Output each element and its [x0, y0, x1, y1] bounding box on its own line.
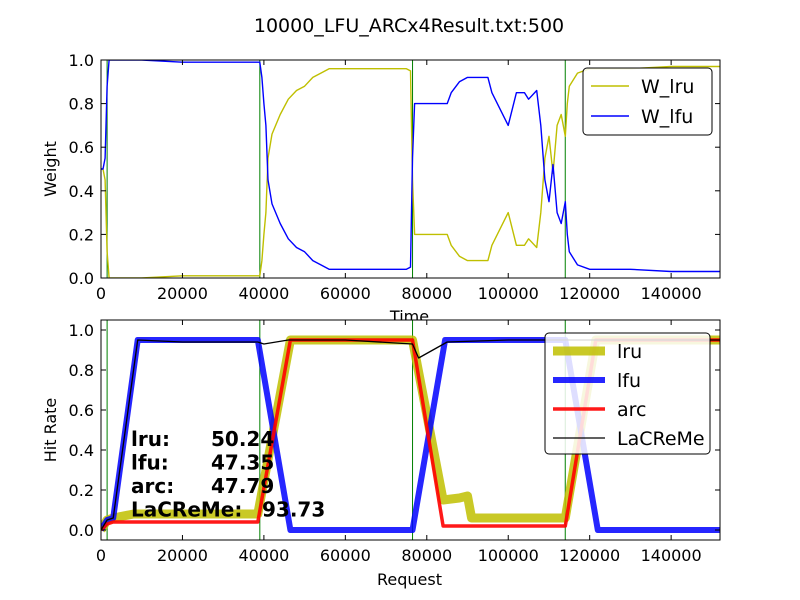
y-tick-label: 0.0 — [69, 269, 94, 288]
axes-frame — [100, 59, 721, 279]
hit-rate-chart: 0 20000 40000 60000 80000 100000 120000 140000 0… — [41, 319, 721, 589]
y-tick-label: 0.6 — [69, 401, 94, 420]
stat-value-arc: 47.79 — [211, 474, 274, 498]
y-tick-label: 1.0 — [69, 51, 94, 70]
x-tick-label: 40000 — [238, 284, 289, 303]
x-tick-label: 80000 — [401, 284, 452, 303]
x-tick-label: 120000 — [559, 284, 620, 303]
y-tick-label: 0.2 — [69, 481, 94, 500]
figure-title: 10000_LFU_ARCx4Result.txt:500 — [254, 15, 564, 37]
x-tick-label: 40000 — [238, 546, 289, 565]
legend: W_lru W_lfu — [582, 67, 713, 136]
x-tick-label: 0 — [96, 284, 106, 303]
x-tick-label: 20000 — [157, 284, 208, 303]
x-tick-label: 140000 — [641, 284, 702, 303]
legend-label-arc: arc — [617, 399, 646, 421]
x-tick-label: 60000 — [320, 546, 371, 565]
y-tick-label: 1.0 — [69, 321, 94, 340]
x-tick-label: 80000 — [401, 546, 452, 565]
x-tick-label: 120000 — [559, 546, 620, 565]
y-tick-label: 0.2 — [69, 225, 94, 244]
x-axis-label: Request — [377, 570, 442, 589]
x-tick-label: 100000 — [478, 546, 539, 565]
plot-lines — [101, 60, 720, 278]
legend: lru lfu arc LaCReMe — [544, 332, 711, 455]
legend-label-w-lru: W_lru — [641, 76, 694, 98]
stat-value-lru: 50.24 — [211, 427, 274, 451]
stat-label-lacreme: LaCReMe: — [131, 498, 242, 522]
x-tick-label: 0 — [96, 546, 106, 565]
y-tick-label: 0.8 — [69, 95, 94, 114]
x-tick-label: 60000 — [320, 284, 371, 303]
x-tick-label: 140000 — [641, 546, 702, 565]
stat-label-lru: lru: — [131, 427, 170, 451]
y-axis-label: Hit Rate — [41, 398, 60, 463]
y-tick-label: 0.4 — [69, 441, 94, 460]
y-tick-label: 0.0 — [69, 521, 94, 540]
y-tick-label: 0.4 — [69, 182, 94, 201]
legend-label-lacreme: LaCReMe — [617, 428, 705, 450]
legend-box — [582, 67, 713, 136]
legend-label-w-lfu: W_lfu — [641, 106, 693, 128]
weights-chart: 0 20000 40000 60000 80000 100000 120000 140000 0… — [41, 51, 721, 326]
legend-label-lru: lru — [617, 341, 642, 363]
stat-value-lacreme: 93.73 — [262, 498, 325, 522]
y-axis-label: Weight — [41, 141, 60, 197]
x-tick-label: 100000 — [478, 284, 539, 303]
x-tick-label: 20000 — [157, 546, 208, 565]
stat-value-lfu: 47.35 — [211, 451, 274, 475]
y-tick-label: 0.8 — [69, 361, 94, 380]
legend-label-lfu: lfu — [617, 370, 641, 392]
stat-label-arc: arc: — [131, 474, 174, 498]
y-tick-label: 0.6 — [69, 138, 94, 157]
legend-box — [544, 332, 711, 455]
series-line-w-lfu — [101, 60, 720, 273]
stat-label-lfu: lfu: — [131, 451, 169, 475]
axes-frame — [100, 319, 721, 541]
